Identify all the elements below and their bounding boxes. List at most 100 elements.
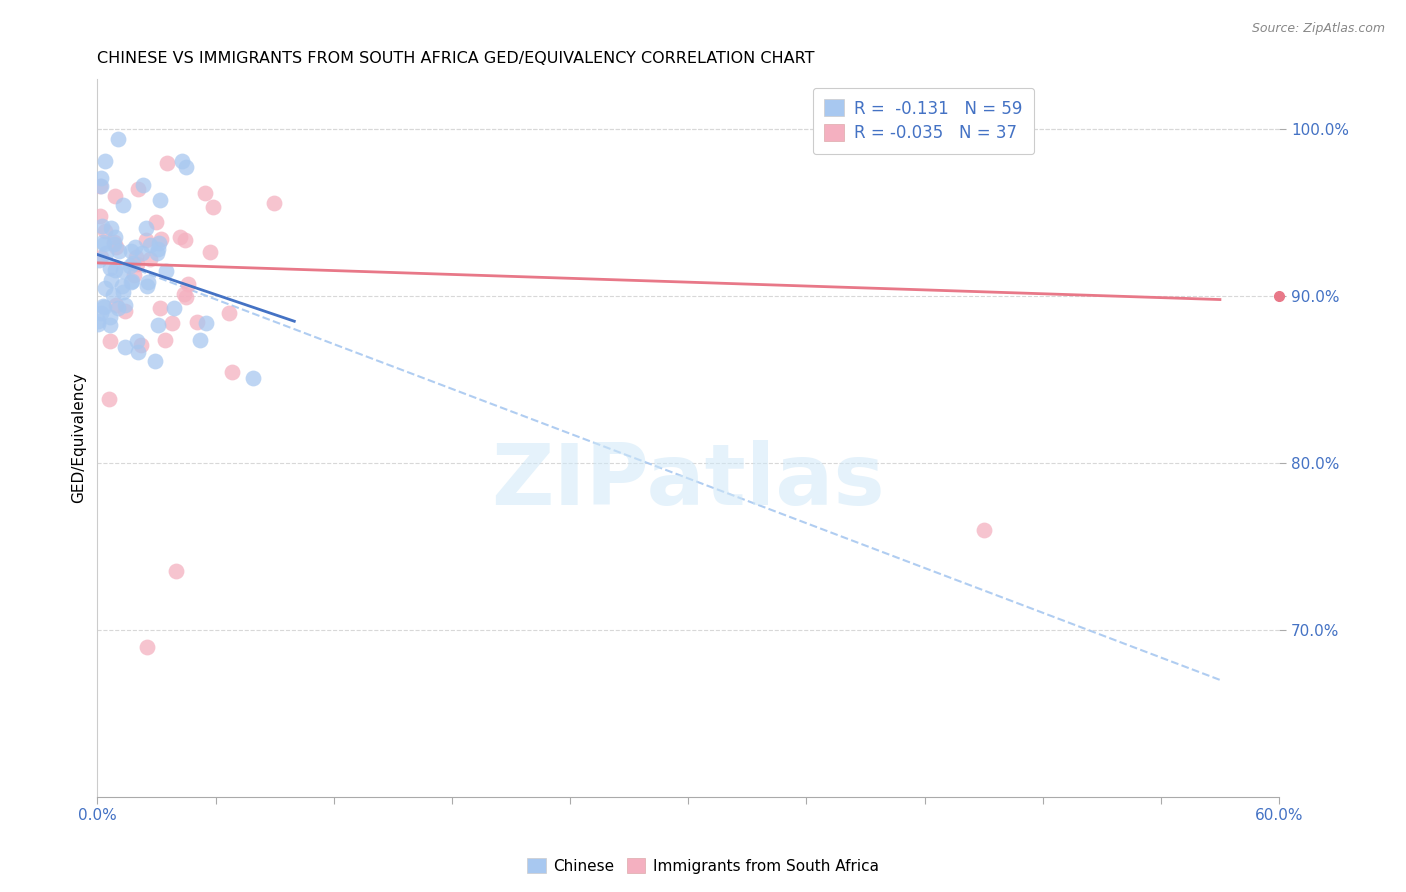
Point — [98, 318, 121, 332]
Point — [173, 233, 195, 247]
Text: CHINESE VS IMMIGRANTS FROM SOUTH AFRICA GED/EQUIVALENCY CORRELATION CHART: CHINESE VS IMMIGRANTS FROM SOUTH AFRICA … — [97, 51, 815, 66]
Point — [169, 229, 191, 244]
Point — [91, 299, 114, 313]
Point — [127, 334, 149, 348]
Point — [165, 565, 187, 579]
Point — [104, 298, 127, 312]
Point — [186, 315, 208, 329]
Point — [94, 280, 117, 294]
Point — [145, 215, 167, 229]
Point — [221, 365, 243, 379]
Text: Source: ZipAtlas.com: Source: ZipAtlas.com — [1251, 22, 1385, 36]
Point — [105, 240, 128, 254]
Point — [129, 338, 152, 352]
Point — [98, 310, 121, 324]
Point — [101, 287, 124, 301]
Point — [131, 246, 153, 260]
Point — [148, 318, 170, 333]
Point — [114, 303, 136, 318]
Point — [90, 219, 112, 234]
Legend: R =  -0.131   N = 59, R = -0.035   N = 37: R = -0.131 N = 59, R = -0.035 N = 37 — [813, 87, 1035, 154]
Point — [188, 334, 211, 348]
Point — [98, 392, 121, 406]
Point — [198, 244, 221, 259]
Point — [120, 244, 142, 258]
Point — [155, 264, 177, 278]
Point — [127, 345, 149, 359]
Point — [94, 154, 117, 169]
Point — [104, 263, 127, 277]
Point — [138, 238, 160, 252]
Point — [135, 640, 157, 654]
Point — [176, 277, 198, 291]
Point — [136, 275, 159, 289]
Point — [111, 197, 134, 211]
Point — [90, 170, 112, 185]
Point — [91, 235, 114, 250]
Point — [131, 178, 153, 193]
Point — [120, 275, 142, 289]
Point — [103, 230, 125, 244]
Point — [242, 371, 264, 385]
Point — [135, 221, 157, 235]
Point — [153, 333, 176, 347]
Point — [173, 287, 195, 301]
Point — [124, 240, 146, 254]
Point — [162, 316, 184, 330]
Point — [112, 285, 135, 299]
Point — [98, 260, 121, 275]
Point — [148, 235, 170, 250]
Point — [195, 316, 218, 330]
Point — [125, 250, 148, 264]
Point — [114, 298, 136, 312]
Point — [100, 221, 122, 235]
Point — [122, 256, 145, 270]
Point — [96, 246, 118, 260]
Point — [103, 236, 125, 251]
Point — [104, 188, 127, 202]
Point — [143, 354, 166, 368]
Point — [114, 340, 136, 354]
Point — [973, 523, 995, 537]
Point — [87, 314, 110, 328]
Point — [89, 178, 111, 193]
Point — [135, 233, 157, 247]
Point — [93, 224, 115, 238]
Legend: Chinese, Immigrants from South Africa: Chinese, Immigrants from South Africa — [522, 852, 884, 880]
Point — [163, 301, 186, 315]
Point — [100, 273, 122, 287]
Point — [263, 195, 285, 210]
Point — [87, 317, 110, 331]
Point — [146, 242, 169, 256]
Point — [156, 155, 179, 169]
Point — [103, 235, 125, 249]
Point — [90, 306, 112, 320]
Point — [218, 306, 240, 320]
Point — [93, 236, 115, 251]
Point — [145, 245, 167, 260]
Point — [98, 334, 121, 348]
Point — [149, 193, 172, 207]
Point — [127, 257, 149, 271]
Point — [90, 178, 112, 193]
Point — [93, 300, 115, 314]
Point — [201, 201, 224, 215]
Text: ZIPatlas: ZIPatlas — [491, 440, 884, 523]
Point — [107, 301, 129, 315]
Point — [107, 132, 129, 146]
Point — [121, 274, 143, 288]
Point — [87, 252, 110, 267]
Point — [149, 232, 172, 246]
Point — [139, 252, 162, 266]
Point — [172, 153, 194, 168]
Point — [118, 259, 141, 273]
Point — [194, 186, 217, 201]
Y-axis label: GED/Equivalency: GED/Equivalency — [72, 373, 86, 503]
Point — [89, 209, 111, 223]
Point — [122, 268, 145, 283]
Point — [148, 301, 170, 316]
Point — [174, 160, 197, 174]
Point — [127, 182, 149, 196]
Point — [136, 278, 159, 293]
Point — [90, 250, 112, 264]
